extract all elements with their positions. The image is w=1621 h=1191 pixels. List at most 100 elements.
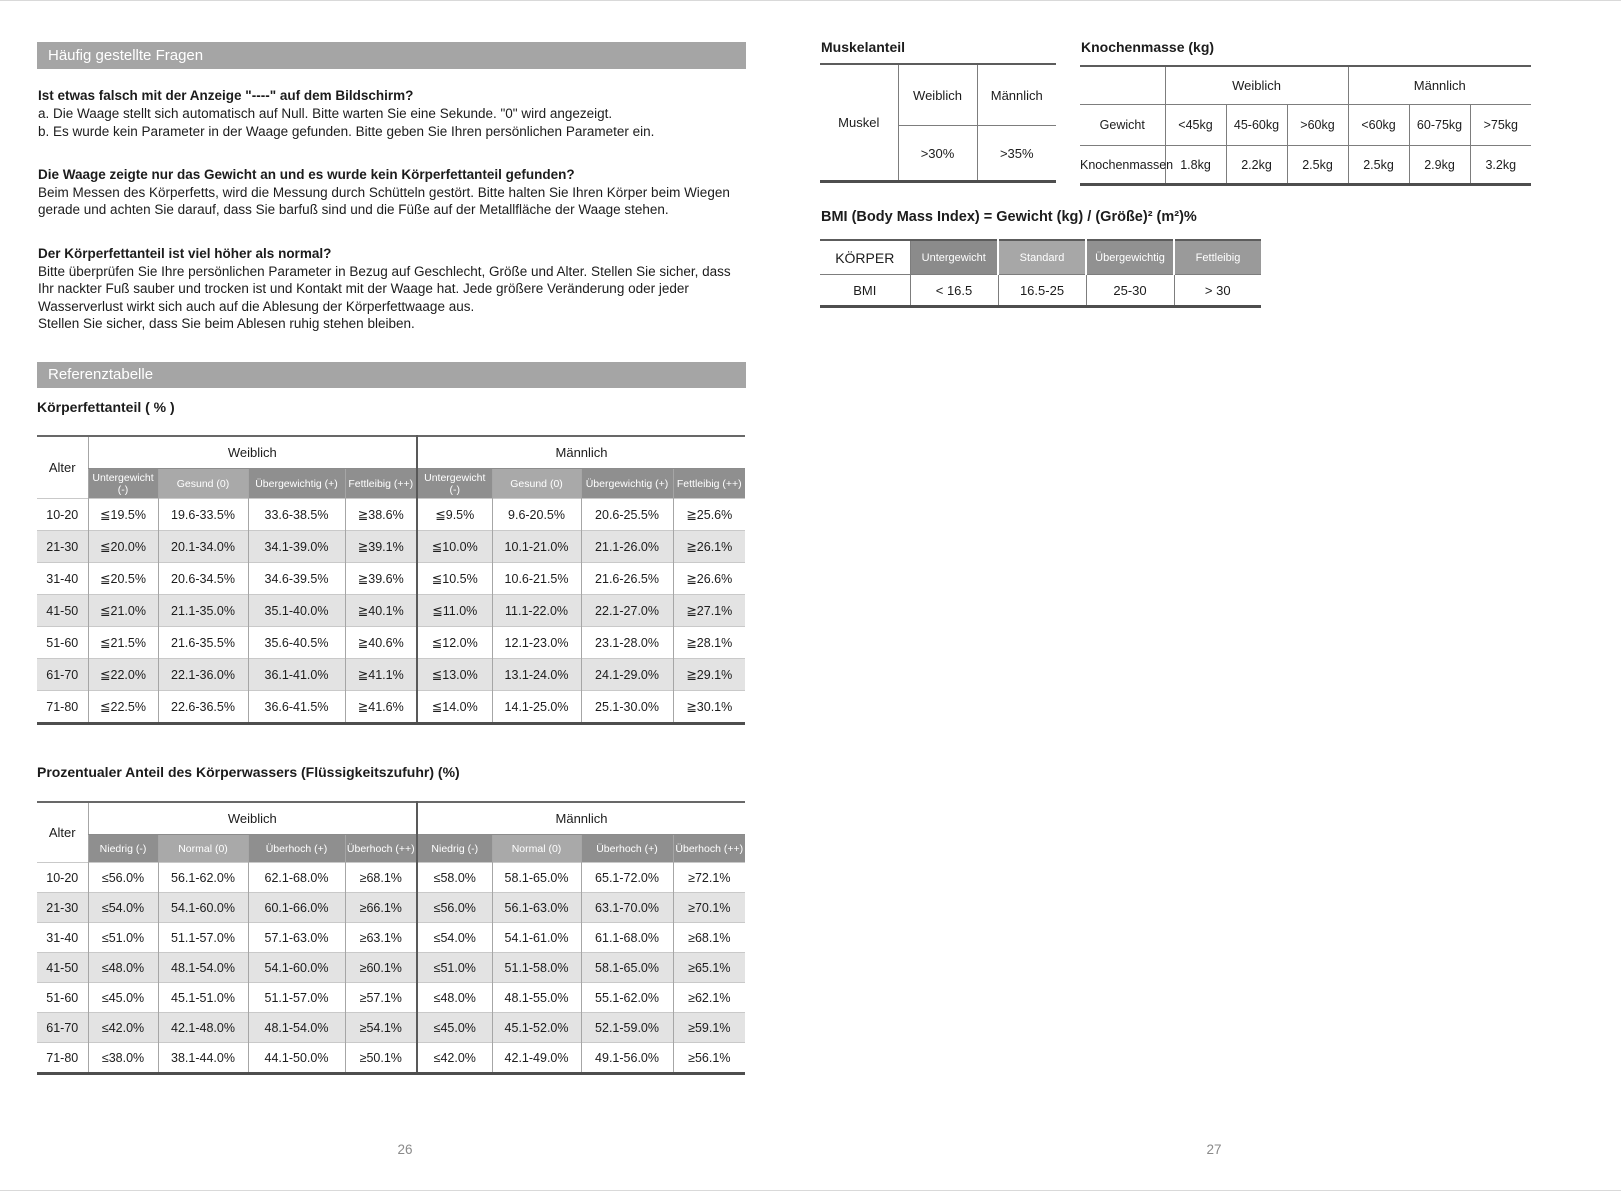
table-row: 41-50 ≤48.0% 48.1-54.0% 54.1-60.0% ≥60.1% ≤51… — [37, 952, 746, 983]
column-header: Weiblich — [897, 64, 977, 126]
column-header: Niedrig (-) — [416, 834, 493, 863]
column-header: Normal (0) — [491, 834, 582, 863]
value-cell: ≦11.0% — [416, 594, 493, 627]
value-cell: ≤48.0% — [87, 952, 158, 983]
value-cell: >60kg — [1286, 104, 1349, 146]
table-row: 51-60 ≦21.5% 21.6-35.5% 35.6-40.5% ≧40.6% ≦12… — [37, 626, 746, 659]
value-cell: ≧25.6% — [672, 498, 746, 531]
age-cell: 41-50 — [37, 952, 88, 983]
column-header: Fettleibig — [1173, 240, 1261, 275]
value-cell: ≥56.1% — [672, 1042, 746, 1074]
value-cell: ≤38.0% — [87, 1042, 158, 1074]
column-header: Überhoch (+) — [247, 834, 345, 863]
column-header: Übergewichtig (+) — [247, 468, 345, 499]
bone-mass-row-label: Knochenmassen — [1080, 145, 1173, 185]
value-cell: 21.6-35.5% — [157, 626, 248, 659]
male-group-header: Männlich — [416, 802, 746, 835]
column-header: Übergewichtig — [1085, 240, 1174, 275]
group-header-row: Alter Weiblich Männlich — [37, 436, 746, 499]
weight-row-label: Gewicht — [1080, 104, 1165, 146]
value-cell: 2.2kg — [1225, 145, 1287, 185]
value-cell: ≤45.0% — [416, 1012, 493, 1043]
age-cell: 51-60 — [37, 982, 88, 1013]
value-cell: 51.1-57.0% — [247, 982, 345, 1013]
value-cell: ≦22.5% — [87, 690, 158, 724]
faq-question-block: Der Körperfettanteil ist viel höher als … — [38, 245, 750, 332]
value-cell: ≤42.0% — [87, 1012, 158, 1043]
faq-section-header: Häufig gestellte Fragen — [37, 42, 746, 69]
value-cell: 55.1-62.0% — [580, 982, 674, 1013]
muscle-row-label: Muskel — [838, 115, 880, 130]
value-cell: ≥62.1% — [672, 982, 746, 1013]
value-cell: 54.1-60.0% — [247, 952, 345, 983]
value-cell: ≦20.5% — [87, 562, 158, 595]
empty-corner-cell — [1080, 66, 1165, 105]
value-cell: ≧40.6% — [344, 626, 418, 659]
column-header: Überhoch (+) — [580, 834, 674, 863]
column-header: Untergewicht (-) — [87, 468, 158, 499]
group-header-row: Alter Weiblich Männlich — [37, 802, 746, 863]
value-cell: ≥66.1% — [344, 892, 418, 923]
value-cell: 56.1-63.0% — [491, 892, 582, 923]
column-header: Fettleibig (++) — [672, 468, 746, 499]
table-row: 41-50 ≦21.0% 21.1-35.0% 35.1-40.0% ≧40.1% ≦11… — [37, 594, 746, 627]
table-row: 21-30 ≤54.0% 54.1-60.0% 60.1-66.0% ≥66.1% ≤56… — [37, 892, 746, 923]
muscle-table: Muskel Weiblich Männlich >30% >35% — [820, 63, 1056, 183]
bmi-formula-title: BMI (Body Mass Index) = Gewicht (kg) / (… — [821, 209, 1197, 225]
age-cell: 61-70 — [37, 1012, 88, 1043]
column-header: Gesund (0) — [157, 468, 248, 499]
value-cell: 3.2kg — [1469, 145, 1532, 185]
value-cell: ≥63.1% — [344, 922, 418, 953]
value-cell: ≦10.0% — [416, 530, 493, 563]
bmi-table: KÖRPER Untergewicht Standard Übergewicht… — [820, 239, 1261, 308]
value-cell: ≥57.1% — [344, 982, 418, 1013]
value-cell: 63.1-70.0% — [580, 892, 674, 923]
age-cell: 21-30 — [37, 892, 88, 923]
value-cell: 12.1-23.0% — [491, 626, 582, 659]
value-cell: ≧28.1% — [672, 626, 746, 659]
table-row: 51-60 ≤45.0% 45.1-51.0% 51.1-57.0% ≥57.1% ≤48… — [37, 982, 746, 1013]
table-row: 71-80 ≤38.0% 38.1-44.0% 44.1-50.0% ≥50.1% ≤42… — [37, 1042, 746, 1074]
value-cell: 19.6-33.5% — [157, 498, 248, 531]
faq-question: Der Körperfettanteil ist viel höher als … — [38, 245, 332, 261]
value-cell: 13.1-24.0% — [491, 658, 582, 691]
table-row: Muskel Weiblich Männlich — [820, 64, 1056, 130]
value-cell: 45-60kg — [1225, 104, 1287, 146]
value-cell: 2.5kg — [1347, 145, 1410, 185]
age-cell: 10-20 — [37, 862, 88, 893]
column-header: Untergewicht (-) — [416, 468, 493, 499]
table-row: 21-30 ≦20.0% 20.1-34.0% 34.1-39.0% ≧39.1% ≦10… — [37, 530, 746, 563]
value-cell: 2.9kg — [1408, 145, 1471, 185]
value-cell: 54.1-60.0% — [157, 892, 248, 923]
page-number-right: 27 — [1206, 1142, 1222, 1157]
value-cell: 20.6-25.5% — [580, 498, 674, 531]
value-cell: ≧41.1% — [344, 658, 418, 691]
value-cell: 54.1-61.0% — [491, 922, 582, 953]
value-cell: 60-75kg — [1408, 104, 1471, 146]
table-row: 10-20 ≤56.0% 56.1-62.0% 62.1-68.0% ≥68.1% ≤58… — [37, 862, 746, 893]
value-cell: 22.1-36.0% — [157, 658, 248, 691]
value-cell: 62.1-68.0% — [247, 862, 345, 893]
value-cell: 14.1-25.0% — [491, 690, 582, 724]
value-cell: ≤54.0% — [416, 922, 493, 953]
value-cell: ≤42.0% — [416, 1042, 493, 1074]
faq-answer-line: a. Die Waage stellt sich automatisch auf… — [38, 106, 613, 122]
column-header: Untergewicht — [909, 240, 998, 275]
age-cell: 71-80 — [37, 690, 88, 724]
column-header: Niedrig (-) — [87, 834, 158, 863]
value-cell: 34.1-39.0% — [247, 530, 345, 563]
age-cell: 31-40 — [37, 922, 88, 953]
table-row: 71-80 ≦22.5% 22.6-36.5% 36.6-41.5% ≧41.6% ≦14… — [37, 690, 746, 724]
body-fat-table: Alter Weiblich Männlich Untergewicht (-)… — [37, 435, 746, 725]
value-cell: ≤51.0% — [416, 952, 493, 983]
value-cell: 20.6-34.5% — [157, 562, 248, 595]
bone-mass-table: Weiblich Männlich Gewicht <45kg 45-60kg … — [1080, 65, 1532, 186]
value-cell: ≦9.5% — [416, 498, 493, 531]
group-header-row: Weiblich Männlich — [1080, 66, 1532, 105]
value-cell: ≧27.1% — [672, 594, 746, 627]
value-cell: <60kg — [1347, 104, 1410, 146]
value-cell: 45.1-51.0% — [157, 982, 248, 1013]
value-cell: <45kg — [1164, 104, 1226, 146]
table-row: 31-40 ≦20.5% 20.6-34.5% 34.6-39.5% ≧39.6% ≦10… — [37, 562, 746, 595]
value-cell: 36.6-41.5% — [247, 690, 345, 724]
